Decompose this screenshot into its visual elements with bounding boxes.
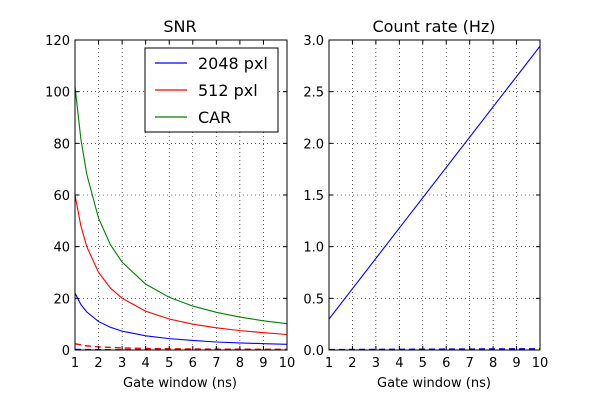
snr-xtick-label: 6 [189, 356, 197, 371]
count-rate-xtick-label: 9 [512, 356, 520, 371]
count-rate-series-dashed-1 [329, 348, 540, 350]
snr-series-dashed-4 [75, 343, 287, 350]
snr-series-2048-pxl [75, 292, 287, 345]
count-rate-xtick-label: 5 [419, 356, 427, 371]
snr-xtick-label: 7 [212, 356, 220, 371]
legend-label-512-pxl: 512 pxl [198, 81, 258, 100]
snr-xtick-label: 2 [94, 356, 102, 371]
snr-ytick-label: 0 [62, 344, 70, 359]
snr-xtick-label: 9 [259, 356, 267, 371]
snr-series-car [75, 86, 287, 325]
snr-legend: 2048 pxl 512 pxl CAR [144, 47, 279, 133]
snr-xtick-label: 10 [279, 356, 296, 371]
count-rate-xtick-label: 6 [442, 356, 450, 371]
count-rate-ytick-label: 2.0 [303, 137, 324, 152]
snr-xtick-label: 4 [142, 356, 150, 371]
count-rate-xtick-label: 1 [325, 356, 333, 371]
snr-ytick-label: 60 [53, 189, 70, 204]
snr-series-512-pxl [75, 194, 287, 336]
snr-ytick-label: 100 [45, 86, 70, 101]
snr-xlabel: Gate window (ns) [123, 376, 237, 391]
count-rate-ytick-label: 3.0 [303, 34, 324, 49]
snr-ytick-label: 40 [53, 241, 70, 256]
count-rate-xtick-label: 2 [348, 356, 356, 371]
count-rate-ytick-label: 1.0 [303, 241, 324, 256]
count-rate-title: Count rate (Hz) [372, 17, 495, 36]
snr-xtick-label: 5 [165, 356, 173, 371]
count-rate-xtick-label: 7 [466, 356, 474, 371]
snr-panel: SNR Gate window (ns) 1 2 3 4 5 6 7 8 9 1002040608… [45, 17, 295, 391]
count-rate-xlabel: Gate window (ns) [377, 376, 491, 391]
count-rate-xtick-label: 3 [372, 356, 380, 371]
count-rate-ytick-label: 2.5 [303, 86, 324, 101]
snr-ytick-label: 20 [53, 292, 70, 307]
snr-xtick-label: 1 [71, 356, 79, 371]
count-rate-xtick-label: 10 [532, 356, 549, 371]
count-rate-ytick-label: 0.0 [303, 344, 324, 359]
snr-ytick-label: 80 [53, 137, 70, 152]
count-rate-xtick-label: 4 [395, 356, 403, 371]
count-rate-series-solid-0 [329, 45, 540, 320]
snr-ytick-label: 120 [45, 34, 70, 49]
legend-label-2048-pxl: 2048 pxl [198, 54, 268, 73]
snr-xtick-label: 3 [118, 356, 126, 371]
count-rate-xtick-label: 8 [489, 356, 497, 371]
legend-label-car: CAR [198, 108, 231, 127]
count-rate-ytick-label: 1.5 [303, 189, 324, 204]
snr-xtick-label: 8 [236, 356, 244, 371]
count-rate-ytick-label: 0.5 [303, 292, 324, 307]
snr-title: SNR [163, 17, 196, 36]
